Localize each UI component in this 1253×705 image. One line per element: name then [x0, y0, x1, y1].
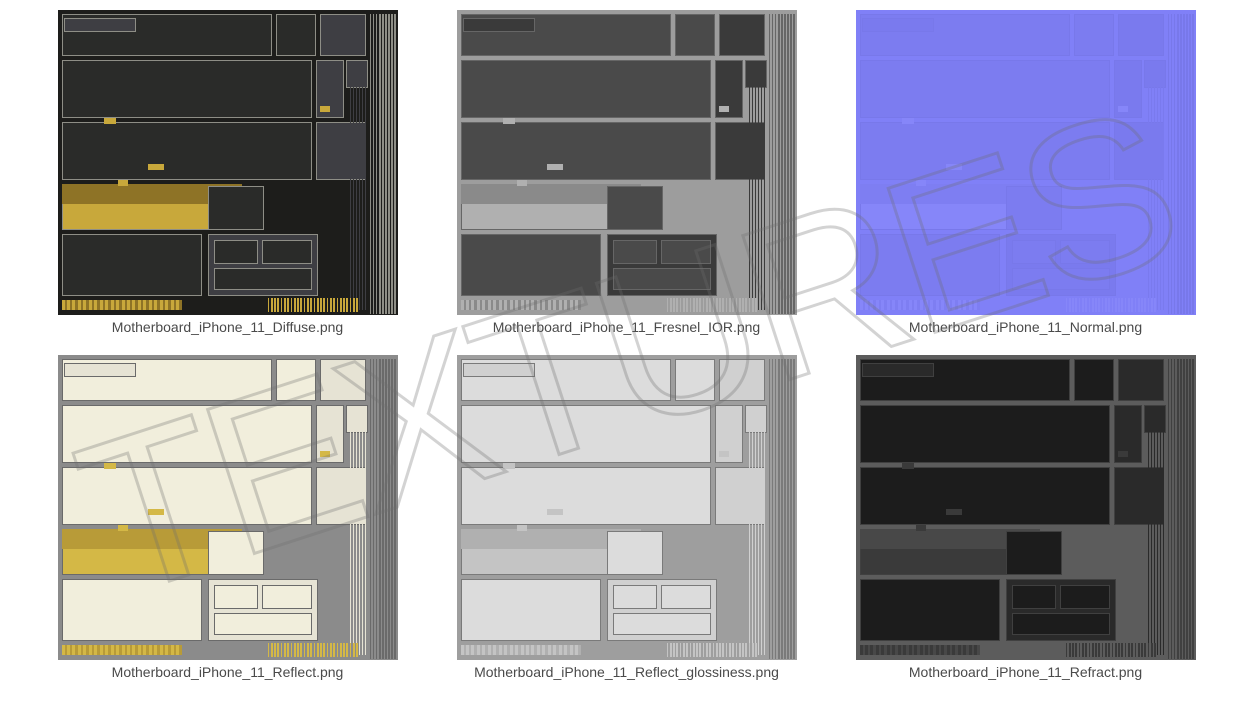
- texture-tile: Motherboard_iPhone_11_Reflect.png: [48, 355, 407, 680]
- texture-filename: Motherboard_iPhone_11_Refract.png: [909, 664, 1142, 680]
- texture-filename: Motherboard_iPhone_11_Diffuse.png: [112, 319, 343, 335]
- texture-tile: Motherboard_iPhone_11_Normal.png: [846, 10, 1205, 335]
- texture-thumbnail[interactable]: [58, 10, 398, 315]
- texture-filename: Motherboard_iPhone_11_Reflect_glossiness…: [474, 664, 779, 680]
- texture-filename: Motherboard_iPhone_11_Reflect.png: [112, 664, 344, 680]
- texture-grid: Motherboard_iPhone_11_Diffuse.png Mother…: [0, 0, 1253, 690]
- texture-filename: Motherboard_iPhone_11_Fresnel_IOR.png: [493, 319, 760, 335]
- texture-thumbnail[interactable]: [457, 10, 797, 315]
- texture-thumbnail[interactable]: [58, 355, 398, 660]
- texture-filename: Motherboard_iPhone_11_Normal.png: [909, 319, 1142, 335]
- texture-thumbnail[interactable]: [457, 355, 797, 660]
- texture-tile: Motherboard_iPhone_11_Refract.png: [846, 355, 1205, 680]
- texture-thumbnail[interactable]: [856, 10, 1196, 315]
- texture-thumbnail[interactable]: [856, 355, 1196, 660]
- texture-tile: Motherboard_iPhone_11_Diffuse.png: [48, 10, 407, 335]
- texture-tile: Motherboard_iPhone_11_Fresnel_IOR.png: [447, 10, 806, 335]
- texture-tile: Motherboard_iPhone_11_Reflect_glossiness…: [447, 355, 806, 680]
